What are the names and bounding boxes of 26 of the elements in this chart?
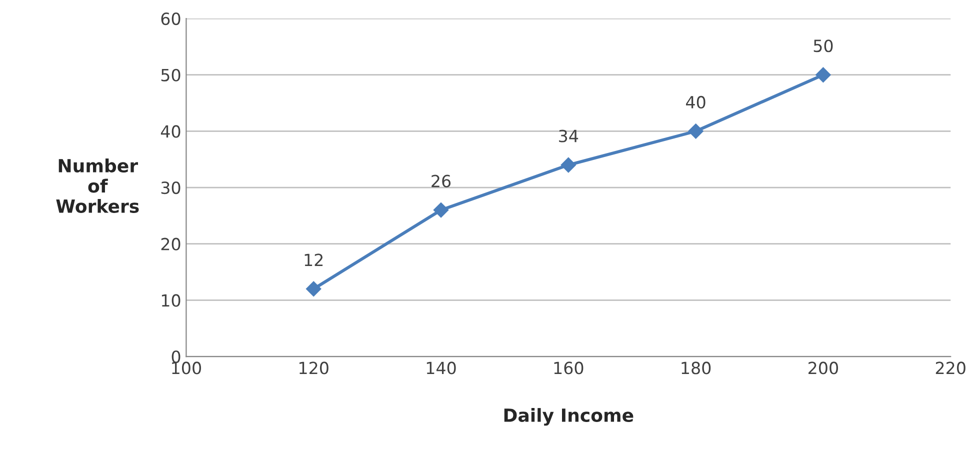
y-tick-label: 0 [172, 350, 180, 364]
point [433, 202, 449, 218]
x-tick-label: 200 [808, 362, 838, 374]
x-tick-label: 180 [682, 362, 711, 374]
x-tick-label: 120 [300, 362, 328, 374]
y-axis-title: Number of Workers [56, 158, 139, 213]
y-tick-label: 60 [161, 12, 180, 26]
point [306, 281, 322, 296]
data-label: 34 [559, 130, 578, 142]
x-tick-label: 160 [554, 362, 584, 374]
point [688, 124, 704, 139]
y-tick-label: 40 [160, 125, 180, 138]
y-tick-label: 10 [162, 294, 180, 307]
y-tick-label: 50 [161, 68, 180, 82]
x-tick-label: 140 [426, 362, 456, 374]
data-label: 40 [686, 96, 706, 109]
data-label: 50 [814, 40, 833, 52]
y-tick-label: 20 [161, 238, 180, 250]
x-tick-label: 100 [172, 362, 201, 374]
x-tick-label: 220 [936, 362, 966, 374]
point [560, 157, 576, 173]
y-tick-label: 30 [161, 181, 180, 194]
point [816, 67, 831, 82]
data-label: 12 [304, 254, 323, 266]
x-axis-title: Daily Income [504, 408, 634, 426]
data-label: 26 [432, 174, 451, 188]
